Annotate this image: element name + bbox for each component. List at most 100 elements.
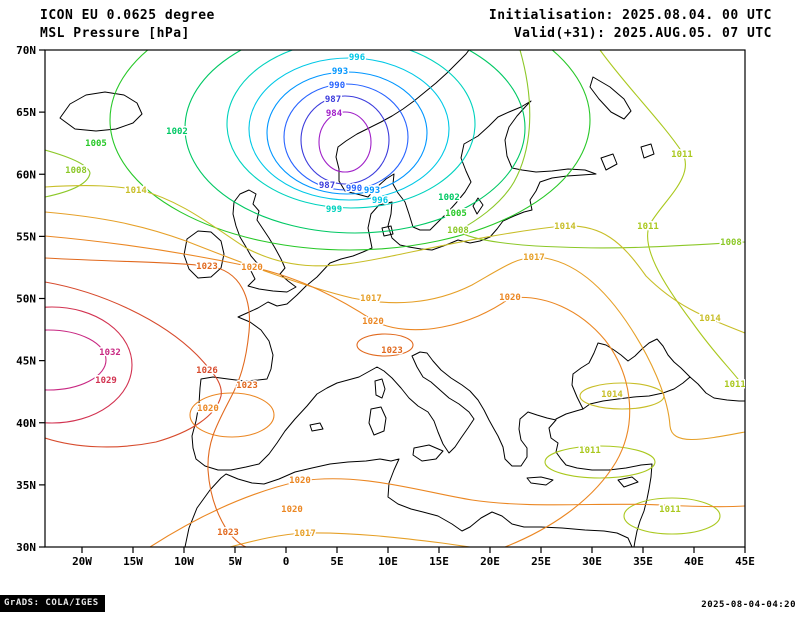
isobar-999 [226, 50, 476, 209]
isobar-value-label: 990 [329, 81, 345, 91]
isobar-value-label: 1002 [166, 127, 188, 137]
coastline-iceland [59, 91, 143, 132]
lon-label: 5E [330, 555, 343, 568]
coastline-sardinia [368, 406, 387, 436]
lat-label: 50N [16, 293, 36, 306]
isobar-value-label: 1011 [659, 505, 681, 515]
isobar-value-label: 1017 [360, 294, 382, 304]
isobar-1002 [184, 50, 526, 234]
isobar-value-label: 1008 [447, 226, 469, 236]
coastline-corsica [374, 378, 386, 399]
isobar-value-label: 1023 [236, 381, 258, 391]
coastline-mallorca [309, 422, 324, 432]
isobar-1011-east [599, 50, 745, 389]
isobar-1029 [45, 306, 133, 424]
lon-label: 15W [123, 555, 143, 568]
init-time: Initialisation: 2025.08.04. 00 UTC [488, 8, 772, 23]
isobar-993 [266, 71, 428, 195]
isobar-984 [318, 111, 372, 173]
model-title: ICON EU 0.0625 degree [40, 8, 215, 23]
isobar-1011-anatolia-w [544, 445, 656, 479]
coastline-white-sea [589, 76, 632, 120]
lat-label: 35N [16, 479, 36, 492]
lake-ladoga [600, 153, 618, 171]
isobar-value-label: 1020 [281, 505, 303, 515]
isobar-value-label: 1023 [381, 346, 403, 356]
isobar-1017-africa [229, 532, 471, 547]
isobar-value-label: 1014 [554, 222, 576, 232]
isobar-layer [45, 50, 745, 547]
isobar-value-label: 1011 [637, 222, 659, 232]
coastline-blacksea-north [571, 338, 691, 410]
coastline-crete [526, 476, 554, 486]
isobar-value-label: 1026 [196, 366, 218, 376]
isobar-value-label: 1023 [217, 528, 239, 538]
isobar-value-label: 1023 [196, 262, 218, 272]
lat-label: 45N [16, 355, 36, 368]
isobar-value-label: 987 [319, 181, 335, 191]
isobar-1023-main [45, 257, 251, 547]
isobar-value-label: 1020 [499, 293, 521, 303]
grads-stamp: GrADS: COLA/IGES [0, 595, 105, 612]
lon-label: 15E [429, 555, 449, 568]
isobar-1008-west [45, 149, 91, 198]
lat-label: 55N [16, 230, 36, 243]
isobar-value-label: 1011 [724, 380, 746, 390]
lat-label: 65N [16, 106, 36, 119]
isobar-value-label: 1002 [438, 193, 460, 203]
lake-onega [640, 143, 655, 159]
isobar-1020-main [45, 235, 631, 547]
lon-label: 40E [684, 555, 704, 568]
axis-layer: 70N 65N 60N 55N 50N 45N 40N 35N 30N 20W 15W 10W 5W 0 5… [16, 44, 755, 568]
isobar-value-label: 1020 [289, 476, 311, 486]
coastline-sicily [412, 444, 444, 462]
coastline-zealand [381, 225, 394, 237]
isobar-value-label: 987 [325, 95, 341, 105]
isobar-1020-africa [149, 478, 745, 547]
isobar-987 [300, 95, 390, 185]
isobar-1011-anatolia-e [623, 497, 721, 535]
valid-time: Valid(+31): 2025.AUG.05. 07 UTC [513, 26, 772, 41]
isobar-1005 [109, 50, 591, 251]
isobar-value-label: 1005 [445, 209, 467, 219]
isobar-value-label: 1017 [523, 253, 545, 263]
lon-label: 5W [228, 555, 242, 568]
lat-label: 60N [16, 168, 36, 181]
isobar-990 [283, 83, 409, 191]
lon-label: 10W [174, 555, 194, 568]
isobar-value-label: 996 [349, 53, 365, 63]
isobar-value-label: 996 [372, 196, 388, 206]
isobar-value-label: 999 [326, 205, 342, 215]
isobar-value-label: 990 [346, 184, 362, 194]
isobar-value-label: 1020 [362, 317, 384, 327]
isobar-1026-loop [45, 281, 222, 448]
lon-label: 20E [480, 555, 500, 568]
coastline-gotland [472, 197, 484, 215]
isobar-value-label: 1020 [197, 404, 219, 414]
coastline-africa [184, 458, 633, 547]
lat-label: 30N [16, 541, 36, 554]
isobar-value-label: 1020 [241, 263, 263, 273]
lon-label: 0 [283, 555, 290, 568]
isobar-value-label: 993 [364, 186, 380, 196]
isobar-value-label: 1011 [671, 150, 693, 160]
isobar-1014-main [45, 185, 745, 334]
isobar-value-label: 1008 [65, 166, 87, 176]
isobar-value-label: 1029 [95, 376, 117, 386]
isobar-value-label: 1011 [579, 446, 601, 456]
coastline-layer [59, 50, 745, 547]
lon-label: 25E [531, 555, 551, 568]
isobar-1008-east [457, 50, 745, 249]
lat-label: 70N [16, 44, 36, 57]
isobar-value-label: 1008 [720, 238, 742, 248]
coastline-atlantic-baltic [191, 50, 597, 471]
coastline-mediterranean [230, 351, 653, 547]
lon-label: 10E [378, 555, 398, 568]
isobar-value-label: 1017 [294, 529, 316, 539]
isobar-value-label: 1005 [85, 139, 107, 149]
lon-label: 45E [735, 555, 755, 568]
isobar-value-label: 1014 [601, 390, 623, 400]
coastline-blacksea-south [555, 376, 745, 420]
